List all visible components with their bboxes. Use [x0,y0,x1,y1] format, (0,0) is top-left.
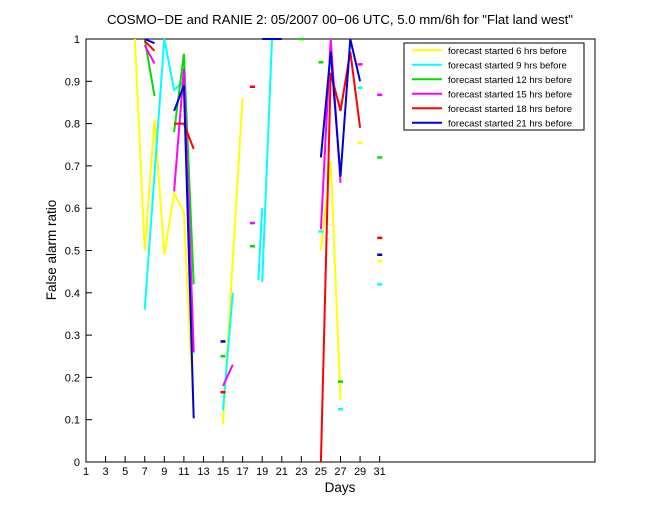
x-tick-label: 29 [354,466,366,478]
y-tick-label: 0.8 [65,119,80,131]
series-line [222,364,234,387]
series-line [319,51,362,463]
x-tick-label: 1 [83,466,89,478]
y-tick-label: 0.5 [65,246,80,258]
y-tick-label: 0.7 [65,161,80,173]
series-line [174,122,195,150]
legend-box [403,42,585,131]
series-line [173,53,195,285]
series-point [249,85,255,88]
x-tick-label: 15 [217,466,229,478]
series-point [377,156,383,159]
series-point [338,407,343,411]
y-axis-label: False alarm ratio [44,200,59,301]
x-tick-label: 25 [315,466,327,478]
x-tick-label: 7 [142,466,148,478]
y-tick-label: 0.2 [65,372,80,384]
legend-entry-label: forecast started 9 hrs before [448,60,567,71]
series-point [377,253,383,256]
x-tick-label: 9 [161,466,167,478]
x-tick-label: 13 [197,466,209,478]
series-line [319,38,362,177]
series-point [220,340,226,343]
series-point [220,355,226,358]
x-tick-label: 31 [374,466,386,478]
series-point [377,259,383,263]
data-series [133,37,383,463]
x-tick-label: 5 [122,466,128,478]
legend-entry-label: forecast started 18 hrs before [448,104,572,115]
series-point [249,221,255,225]
x-tick-label: 19 [256,466,268,478]
series-point [318,61,324,64]
series-point [220,391,226,394]
x-tick-label: 21 [276,466,288,478]
series-point [377,236,383,240]
y-tick-label: 0 [74,457,80,469]
legend-entry-label: forecast started 6 hrs before [448,46,567,57]
series-line [173,68,195,353]
series-point [377,93,383,97]
series-line [144,38,155,45]
series-point [249,245,255,248]
series-line [143,40,156,52]
axis-tick-labels: 1 3 5 7 9 11 13 15 17 19 21 23 25 27 29 3100.10.20.30.4… [65,34,386,478]
y-tick-label: 0.9 [65,76,80,88]
series-line [319,161,342,400]
chart-title: COSMO−DE and RANIE 2: 05/2007 00−06 UTC,… [107,12,573,27]
series-point [298,37,304,41]
series-point [357,141,363,144]
series-point [338,380,343,383]
series-line [261,38,273,283]
x-tick-label: 23 [295,466,307,478]
x-tick-label: 11 [178,466,189,478]
y-tick-label: 0.6 [65,203,80,215]
series-point [357,63,363,66]
x-tick-label: 27 [334,466,346,478]
y-tick-label: 1 [74,34,80,46]
x-tick-label: 17 [236,466,248,478]
series-point [318,230,324,233]
legend-entry-label: forecast started 12 hrs before [448,75,572,86]
series-line [143,44,156,64]
y-tick-label: 0.3 [65,330,80,342]
y-tick-label: 0.1 [65,415,80,427]
series-point [377,283,383,286]
x-axis-label: Days [325,480,356,495]
series-line [173,85,195,419]
series-point [357,86,363,89]
y-tick-label: 0.4 [65,288,80,300]
series-line [257,208,264,281]
series-line [133,38,195,417]
legend-entry-label: forecast started 21 hrs before [448,118,572,129]
series-line [222,292,234,411]
legend: forecast started 6 hrs before forecast st… [403,42,585,131]
legend-entry-label: forecast started 15 hrs before [448,89,572,100]
x-tick-label: 3 [103,466,109,478]
